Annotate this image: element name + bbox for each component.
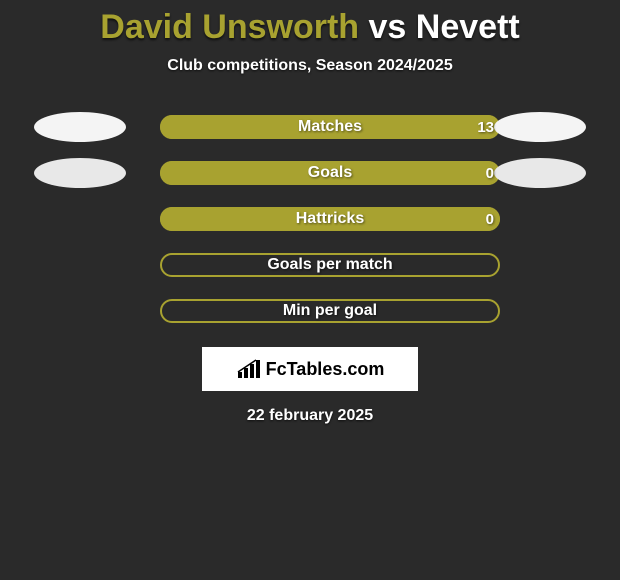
- site-badge-text: FcTables.com: [266, 359, 385, 380]
- title-player1: David Unsworth: [100, 8, 359, 46]
- disc-left: [34, 158, 126, 188]
- site-badge-icon: [236, 358, 262, 380]
- stat-row: Matches13: [20, 115, 600, 139]
- stat-value-right: 13: [160, 119, 494, 136]
- stat-row: Goals per match: [20, 253, 600, 277]
- stat-label: Min per goal: [160, 302, 500, 320]
- stat-rows: Matches13 Goals0 Hattricks0 Goals per match…: [0, 115, 620, 323]
- stat-value-right: 0: [160, 211, 494, 228]
- page-title: David Unsworth vs Nevett: [0, 0, 620, 47]
- title-vs: vs: [359, 8, 416, 46]
- title-player2: Nevett: [416, 8, 520, 46]
- subtitle: Club competitions, Season 2024/2025: [0, 57, 620, 75]
- disc-right: [494, 158, 586, 188]
- disc-left: [34, 112, 126, 142]
- date: 22 february 2025: [0, 407, 620, 425]
- site-badge: FcTables.com: [202, 347, 418, 391]
- stat-value-right: 0: [160, 165, 494, 182]
- stat-row: Min per goal: [20, 299, 600, 323]
- stat-row: Goals0: [20, 161, 600, 185]
- disc-right: [494, 112, 586, 142]
- stat-row: Hattricks0: [20, 207, 600, 231]
- stat-label: Goals per match: [160, 256, 500, 274]
